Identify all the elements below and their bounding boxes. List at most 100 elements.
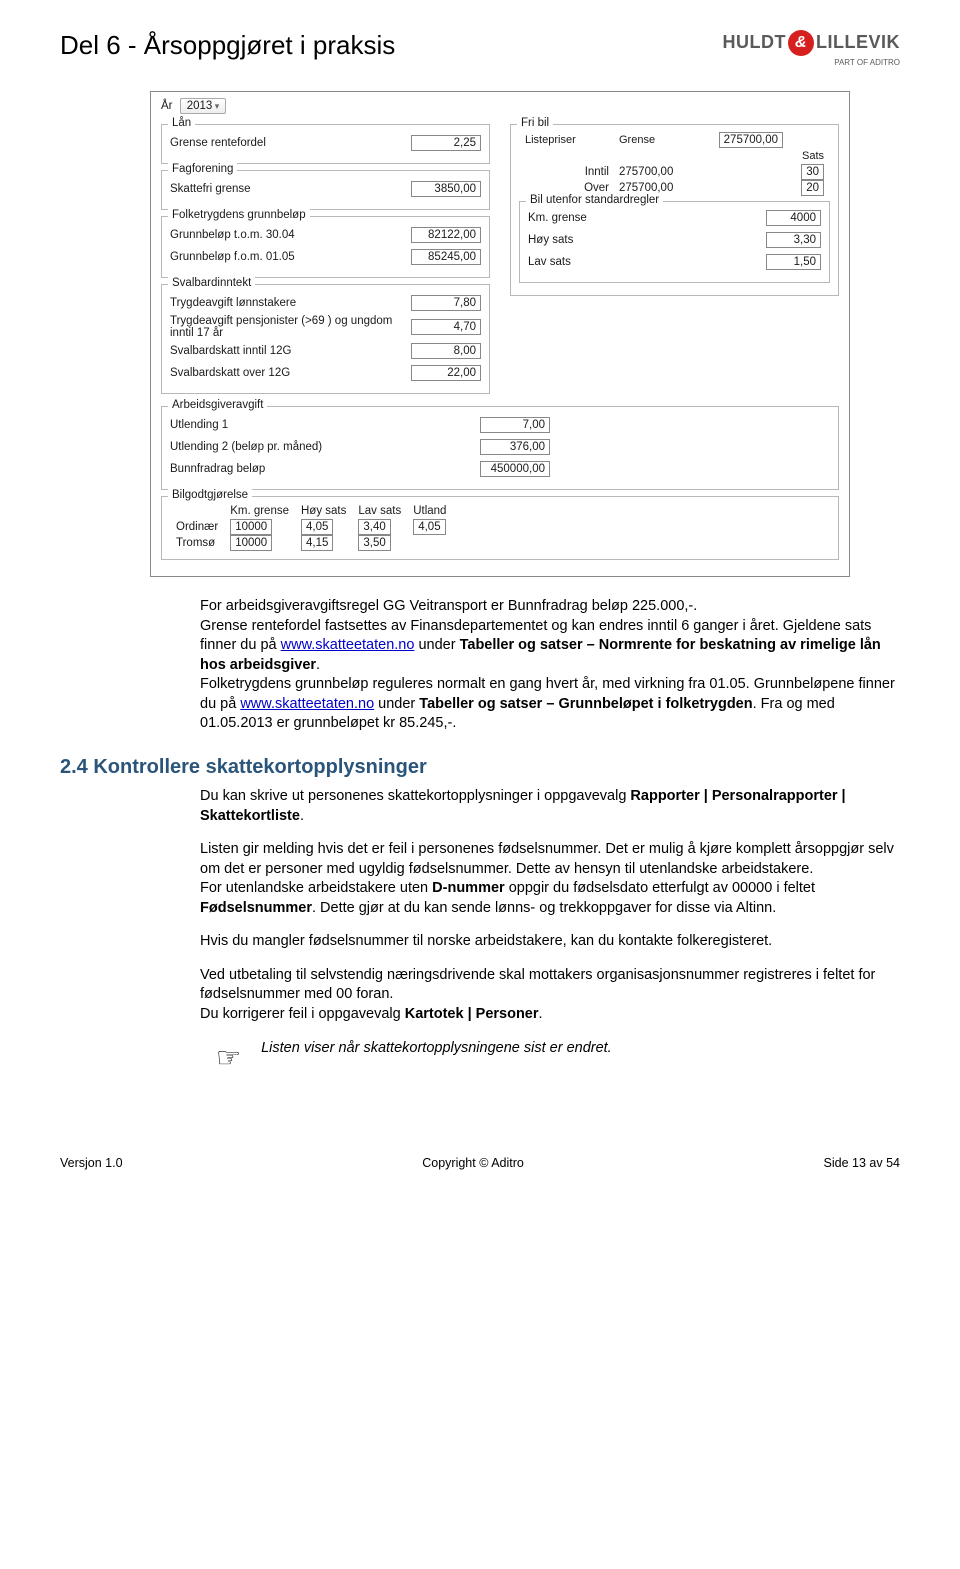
inntil-label: Inntil	[521, 165, 613, 179]
grunnbelop-fieldset: Folketrygdens grunnbeløp Grunnbeløp t.o.…	[161, 216, 490, 278]
logo-part2: LILLEVIK	[816, 32, 900, 52]
bil-utenfor-fieldset: Bil utenfor standardregler Km. grense 40…	[519, 201, 830, 283]
footer-pagenum: Side 13 av 54	[824, 1156, 900, 1170]
grunnbelop-0105-label: Grunnbeløp f.o.m. 01.05	[170, 251, 411, 263]
bunnfradrag-value[interactable]: 450000,00	[480, 461, 550, 477]
p1-l2b: under	[414, 637, 459, 653]
note-box: ☞ Listen viser når skattekortopplysninge…	[216, 1039, 900, 1077]
bilgodt-fieldset: Bilgodtgjørelse Km. grense Høy sats Lav …	[161, 496, 839, 560]
ordinaer-hoy[interactable]: 4,05	[301, 519, 333, 535]
tromso-km[interactable]: 10000	[230, 535, 272, 551]
logo-part1: HULDT	[723, 32, 787, 52]
inntil-sats-value[interactable]: 30	[801, 164, 824, 180]
p1-b2: Tabeller og satser – Grunnbeløpet i folk…	[419, 696, 752, 712]
sect24-p3: Hvis du mangler fødselsnummer til norske…	[200, 932, 900, 952]
pointing-hand-icon: ☞	[216, 1039, 241, 1077]
skatteetaten-link-1[interactable]: www.skatteetaten.no	[281, 637, 415, 653]
svalbard-over12g-value[interactable]: 22,00	[411, 365, 481, 381]
skattefri-grense-value[interactable]: 3850,00	[411, 181, 481, 197]
svalbard-inntil12g-value[interactable]: 8,00	[411, 343, 481, 359]
s24-p4c: .	[539, 1006, 543, 1022]
bilgodt-legend: Bilgodtgjørelse	[168, 489, 252, 501]
footer-copyright: Copyright © Aditro	[422, 1156, 524, 1170]
tromso-label: Tromsø	[170, 535, 224, 551]
ordinaer-utland[interactable]: 4,05	[413, 519, 445, 535]
grunnbelop-legend: Folketrygdens grunnbeløp	[168, 209, 310, 221]
bilgodt-h-utland: Utland	[407, 503, 452, 519]
bunnfradrag-label: Bunnfradrag beløp	[170, 463, 480, 475]
trygdeavgift-pensj-label: Trygdeavgift pensjonister (>69 ) og ungd…	[170, 315, 411, 339]
hoy-sats-label: Høy sats	[528, 234, 766, 246]
logo-subtitle: PART OF ADITRO	[723, 58, 901, 67]
skattefri-grense-label: Skattefri grense	[170, 183, 411, 195]
over-amount: 275700,00	[615, 181, 713, 195]
s24-p4a: Ved utbetaling til selvstendig næringsdr…	[200, 967, 875, 1003]
s24-p1a: Du kan skrive ut personenes skattekortop…	[200, 788, 630, 804]
over-sats-value[interactable]: 20	[801, 180, 824, 196]
s24-p2d: . Dette gjør at du kan sende lønns- og t…	[312, 900, 776, 916]
grense-rentefordel-value[interactable]: 2,25	[411, 135, 481, 151]
lav-sats-value[interactable]: 1,50	[766, 254, 821, 270]
bil-utenfor-legend: Bil utenfor standardregler	[526, 194, 663, 206]
arbeidsgiveravgift-legend: Arbeidsgiveravgift	[168, 399, 267, 411]
footer-version: Versjon 1.0	[60, 1156, 123, 1170]
trygdeavgift-lonn-label: Trygdeavgift lønnstakere	[170, 297, 411, 309]
sect24-p2: Listen gir melding hvis det er feil i pe…	[200, 840, 900, 918]
tromso-lav[interactable]: 3,50	[358, 535, 390, 551]
ordinaer-lav[interactable]: 3,40	[358, 519, 390, 535]
svalbard-fieldset: Svalbardinntekt Trygdeavgift lønnstakere…	[161, 284, 490, 394]
settings-form-screenshot: År 2013 Lån Grense rentefordel 2,25 Fagf…	[150, 91, 850, 577]
tromso-hoy[interactable]: 4,15	[301, 535, 333, 551]
s24-p2a: Listen gir melding hvis det er feil i pe…	[200, 841, 894, 877]
page-footer: Versjon 1.0 Copyright © Aditro Side 13 a…	[0, 1156, 960, 1190]
trygdeavgift-pensj-value[interactable]: 4,70	[411, 319, 481, 335]
bilgodt-h-hoy: Høy sats	[295, 503, 352, 519]
arbeidsgiveravgift-fieldset: Arbeidsgiveravgift Utlending 1 7,00 Utle…	[161, 406, 839, 490]
km-grense-label: Km. grense	[528, 212, 766, 224]
hoy-sats-value[interactable]: 3,30	[766, 232, 821, 248]
fagforening-fieldset: Fagforening Skattefri grense 3850,00	[161, 170, 490, 210]
km-grense-value[interactable]: 4000	[766, 210, 821, 226]
bilgodt-h-lav: Lav sats	[352, 503, 407, 519]
s24-p4b: Du korrigerer feil i oppgavevalg	[200, 1006, 405, 1022]
logo-ampersand-icon: &	[788, 30, 814, 56]
lav-sats-label: Lav sats	[528, 256, 766, 268]
p1-l3b: under	[374, 696, 419, 712]
inntil-amount: 275700,00	[615, 165, 713, 179]
ordinaer-label: Ordinær	[170, 519, 224, 535]
laan-legend: Lån	[168, 117, 195, 129]
utlending1-value[interactable]: 7,00	[480, 417, 550, 433]
utlending2-value[interactable]: 376,00	[480, 439, 550, 455]
section-2-4-heading: 2.4 Kontrollere skattekortopplysninger	[60, 756, 900, 779]
utlending1-label: Utlending 1	[170, 419, 480, 431]
svalbard-legend: Svalbardinntekt	[168, 277, 255, 289]
s24-p2c: oppgir du fødselsdato etterfulgt av 0000…	[505, 880, 815, 896]
ordinaer-km[interactable]: 10000	[230, 519, 272, 535]
grense-header: Grense	[615, 133, 713, 147]
over-label: Over	[521, 181, 613, 195]
fagforening-legend: Fagforening	[168, 163, 237, 175]
sats-header: Sats	[715, 149, 828, 163]
laan-fieldset: Lån Grense rentefordel 2,25	[161, 124, 490, 164]
brand-logo: HULDT&LILLEVIK PART OF ADITRO	[723, 30, 901, 67]
utlending2-label: Utlending 2 (beløp pr. måned)	[170, 441, 480, 453]
year-dropdown[interactable]: 2013	[180, 98, 227, 114]
svalbard-inntil12g-label: Svalbardskatt inntil 12G	[170, 345, 411, 357]
bilgodt-row-ordinaer: Ordinær 10000 4,05 3,40 4,05	[170, 519, 452, 535]
grense-value[interactable]: 275700,00	[719, 132, 783, 148]
sect24-p1: Du kan skrive ut personenes skattekortop…	[200, 787, 900, 826]
svalbard-over12g-label: Svalbardskatt over 12G	[170, 367, 411, 379]
s24-p4b-bold: Kartotek | Personer	[405, 1006, 539, 1022]
grunnbelop-3004-value[interactable]: 82122,00	[411, 227, 481, 243]
body-paragraph-1: For arbeidsgiveravgiftsregel GG Veitrans…	[200, 597, 900, 734]
bilgodt-row-tromso: Tromsø 10000 4,15 3,50	[170, 535, 452, 551]
listepriser-label: Listepriser	[521, 133, 613, 147]
note-text: Listen viser når skattekortopplysningene…	[261, 1039, 612, 1059]
fribil-legend: Fri bil	[517, 117, 553, 129]
s24-p1c: .	[300, 808, 304, 824]
skatteetaten-link-2[interactable]: www.skatteetaten.no	[240, 696, 374, 712]
s24-p2c-bold: Fødselsnummer	[200, 900, 312, 916]
fribil-fieldset: Fri bil Listepriser Grense 275700,00 Sat…	[510, 124, 839, 296]
grunnbelop-0105-value[interactable]: 85245,00	[411, 249, 481, 265]
trygdeavgift-lonn-value[interactable]: 7,80	[411, 295, 481, 311]
